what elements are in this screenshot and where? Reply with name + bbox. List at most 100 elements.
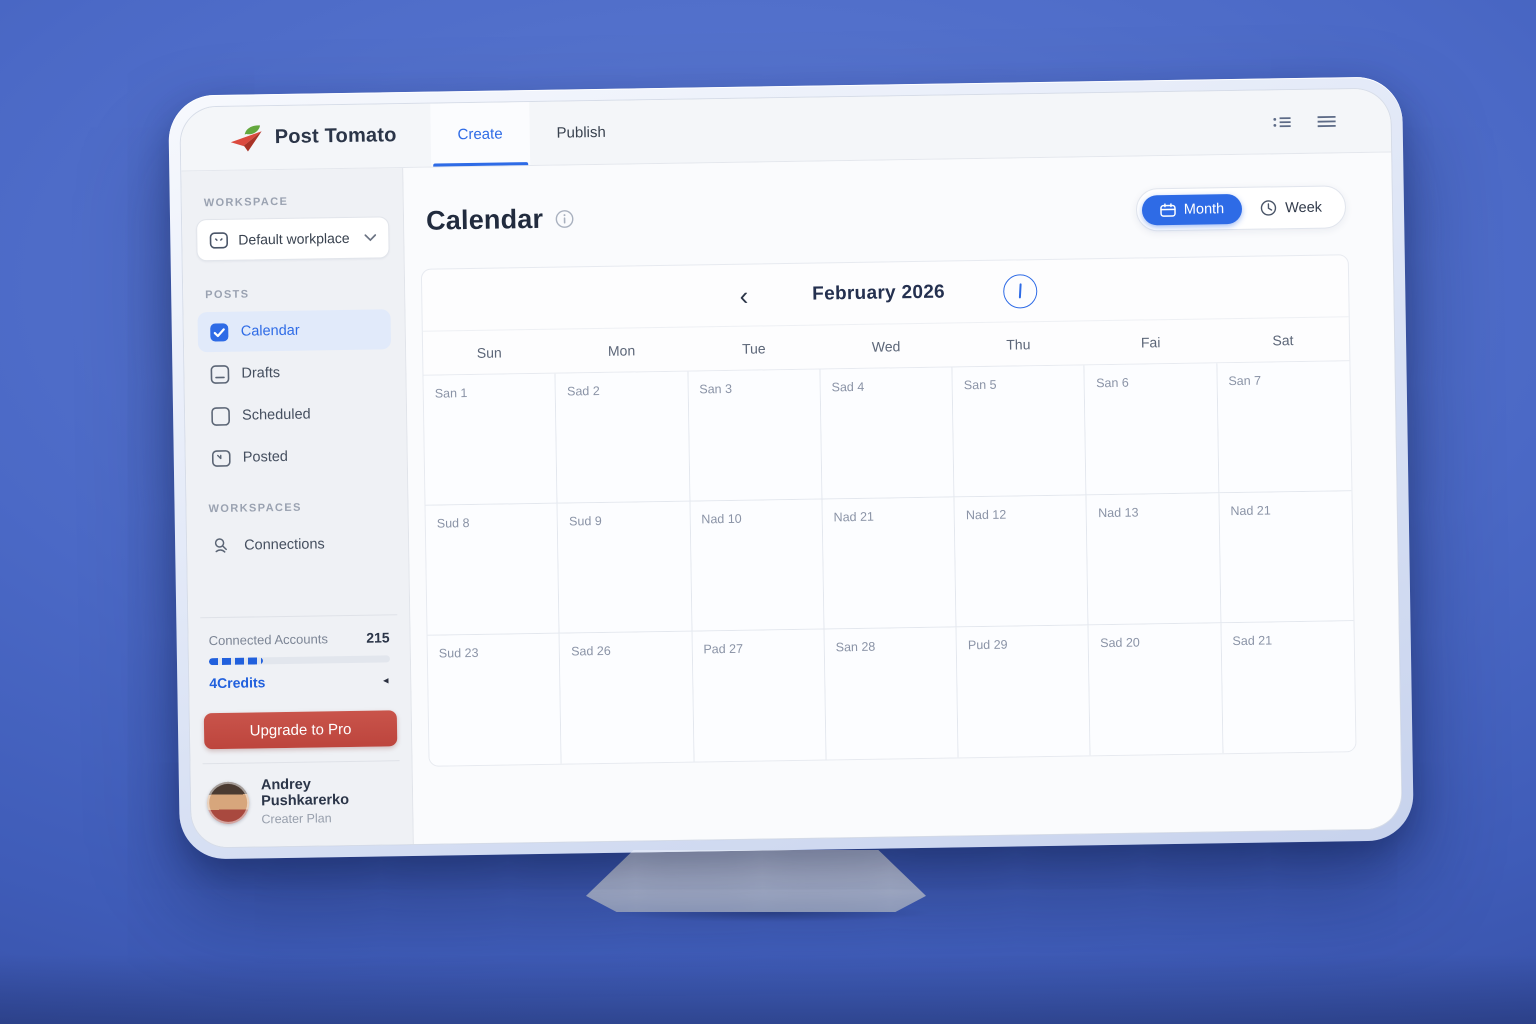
clock-icon xyxy=(1260,199,1277,216)
main-content: Calendar xyxy=(403,152,1402,844)
collapse-arrow-icon: ◄ xyxy=(381,675,391,686)
user-profile[interactable]: Andrey Pushkarerko Creater Plan xyxy=(202,760,401,834)
sidebar-item-connections[interactable]: Connections xyxy=(201,523,395,566)
posts-section-label: POSTS xyxy=(205,288,250,302)
monitor-stand xyxy=(586,850,926,912)
accounts-progress-bar xyxy=(208,655,391,666)
month-view-button[interactable]: Month xyxy=(1141,193,1243,225)
next-month-button[interactable] xyxy=(1002,273,1038,309)
cell-date-label: San 6 xyxy=(1096,375,1129,391)
brand-logo[interactable]: Post Tomato xyxy=(228,104,397,170)
sidebar-item-calendar[interactable]: Calendar xyxy=(197,309,392,353)
calendar-cell[interactable]: Nad 10 xyxy=(690,499,825,632)
cell-date-label: Nad 21 xyxy=(833,509,875,525)
cell-date-label: Pad 27 xyxy=(703,641,744,657)
sidebar-item-drafts[interactable]: Drafts xyxy=(198,351,392,394)
calendar-cell[interactable]: Nad 12 xyxy=(954,495,1089,628)
next-month-glyph xyxy=(1018,283,1022,299)
calendar-cell[interactable]: Sad 21 xyxy=(1221,621,1356,754)
upgrade-to-pro-button[interactable]: Upgrade to Pro xyxy=(203,710,398,750)
sidebar-item-label: Drafts xyxy=(241,365,281,382)
cell-date-label: Sad 20 xyxy=(1100,635,1140,651)
week-view-button[interactable]: Week xyxy=(1242,191,1340,224)
calendar-icon xyxy=(1160,202,1176,217)
cell-date-label: Nad 13 xyxy=(1098,505,1139,521)
dow-fri: Fai xyxy=(1140,333,1161,350)
calendar-cell[interactable]: San 5 xyxy=(952,365,1087,498)
calendar-cell[interactable]: San 28 xyxy=(824,627,959,760)
usage-stats: Connected Accounts 215 4Credits ◄ xyxy=(200,614,399,700)
calendar-cell[interactable]: Sud 8 xyxy=(425,503,560,636)
tomato-plane-icon xyxy=(229,123,265,154)
calendar-cell[interactable]: Nad 21 xyxy=(1219,491,1354,624)
page-header: Calendar xyxy=(420,181,1349,243)
connections-icon xyxy=(212,537,232,555)
workspace-selector[interactable]: Default workplace xyxy=(196,216,390,262)
top-bar: Post Tomato Create Publish xyxy=(180,88,1392,172)
draft-document-icon xyxy=(209,364,229,384)
sidebar-item-label: Scheduled xyxy=(241,406,311,424)
calendar-cell[interactable]: Nad 21 xyxy=(822,497,957,630)
sidebar-item-label: Connections xyxy=(244,536,325,554)
cell-date-label: Sud 23 xyxy=(438,645,479,661)
posted-folder-icon xyxy=(211,448,231,467)
cell-date-label: San 7 xyxy=(1228,373,1262,389)
calendar-cell[interactable]: San 3 xyxy=(688,369,823,502)
calendar-cell[interactable]: Pud 29 xyxy=(956,625,1091,758)
accounts-progress-fill xyxy=(208,657,264,666)
dow-sat: Sat xyxy=(1272,331,1294,348)
calendar-card: ‹ February 2026 Sun Mon Tue Wed Thu Fai … xyxy=(420,254,1357,767)
cell-date-label: Pud 29 xyxy=(967,637,1008,653)
cell-date-label: Sad 2 xyxy=(566,383,600,399)
sidebar-item-scheduled[interactable]: Scheduled xyxy=(199,393,393,436)
credits-row[interactable]: 4Credits ◄ xyxy=(209,672,390,691)
calendar-cell[interactable]: Sad 20 xyxy=(1088,623,1224,756)
app-window: Post Tomato Create Publish xyxy=(179,87,1403,849)
connected-accounts-value: 215 xyxy=(366,629,390,646)
calendar-cell[interactable]: San 1 xyxy=(423,373,558,506)
sidebar-item-label: Posted xyxy=(242,448,289,466)
calendar-cell[interactable]: San 7 xyxy=(1217,361,1352,494)
cell-date-label: San 1 xyxy=(434,386,468,401)
sidebar: WORKSPACE Default workplace xyxy=(181,168,414,848)
calendar-cell[interactable]: San 6 xyxy=(1084,363,1220,496)
list-queue-icon[interactable] xyxy=(1272,114,1292,130)
checkbox-empty-icon xyxy=(210,406,230,426)
page-title: Calendar xyxy=(425,203,544,236)
cell-date-label: Sad 26 xyxy=(571,643,611,659)
menu-icon[interactable] xyxy=(1316,113,1336,129)
calendar-cell[interactable]: Sud 23 xyxy=(427,633,562,766)
workspaces-section-label: WORKSPACES xyxy=(208,501,302,516)
user-profile-text: Andrey Pushkarerko Creater Plan xyxy=(261,775,397,827)
calendar-cell[interactable]: Sad 4 xyxy=(820,367,955,500)
tab-publish[interactable]: Publish xyxy=(556,123,606,142)
prev-month-button[interactable]: ‹ xyxy=(733,280,754,310)
view-toggle: Month Week xyxy=(1135,185,1347,232)
sidebar-item-posted[interactable]: Posted xyxy=(199,435,393,478)
calendar-cell[interactable]: Sad 2 xyxy=(555,371,691,504)
calendar-cell[interactable]: Sad 26 xyxy=(559,631,695,764)
month-title: February 2026 xyxy=(812,281,946,305)
cell-date-label: Sud 9 xyxy=(568,513,602,529)
user-plan: Creater Plan xyxy=(261,811,332,827)
checkbox-checked-icon xyxy=(209,322,229,342)
main-tabs: Create Publish xyxy=(430,100,633,167)
calendar-grid: San 1 Sad 2 San 3 Sad 4 San 5 San 6 San … xyxy=(423,361,1356,766)
dow-mon: Mon xyxy=(607,341,636,359)
cell-date-label: San 28 xyxy=(835,639,876,655)
chevron-down-icon xyxy=(364,233,377,242)
calendar-cell[interactable]: Nad 13 xyxy=(1086,493,1222,626)
cell-date-label: San 5 xyxy=(963,377,997,393)
avatar xyxy=(206,781,250,824)
info-icon[interactable] xyxy=(555,209,574,228)
cell-date-label: Nad 12 xyxy=(965,507,1007,523)
brand-name: Post Tomato xyxy=(274,124,397,149)
tab-create[interactable]: Create xyxy=(430,102,531,167)
calendar-cell[interactable]: Pad 27 xyxy=(692,629,827,762)
connected-accounts-label: Connected Accounts xyxy=(208,631,328,649)
workspace-icon xyxy=(209,231,228,249)
calendar-cell[interactable]: Sud 9 xyxy=(557,501,693,634)
workspace-section-label: WORKSPACE xyxy=(203,195,289,210)
credits-label: 4Credits xyxy=(209,674,266,692)
